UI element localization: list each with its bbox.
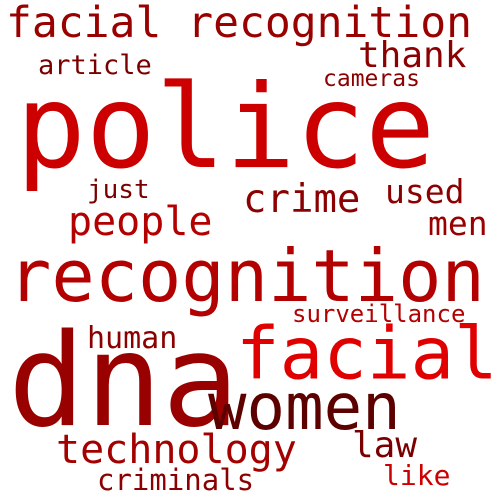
word-women: women (208, 371, 401, 445)
word-criminals: criminals (97, 463, 255, 497)
word-people: people (68, 199, 213, 245)
word-just: just (87, 175, 150, 205)
word-recognition: recognition (8, 234, 485, 318)
word-used: used (385, 172, 465, 211)
word-cameras: cameras (323, 66, 420, 92)
word-men: men (428, 204, 488, 243)
word-like: like (383, 459, 451, 492)
word-dna: dna (8, 307, 240, 456)
word-technology: technology (56, 427, 297, 473)
word-crime: crime (243, 177, 361, 222)
word-police: police (16, 60, 436, 195)
word-surveillance: surveillance (292, 300, 466, 328)
word-thank: thank (358, 35, 467, 76)
word-facial-recognition: facial recognition (6, 0, 472, 48)
word-law: law (352, 425, 418, 466)
word-article: article (38, 50, 152, 81)
word-facial: facial (236, 312, 498, 397)
word-human: human (87, 321, 178, 356)
